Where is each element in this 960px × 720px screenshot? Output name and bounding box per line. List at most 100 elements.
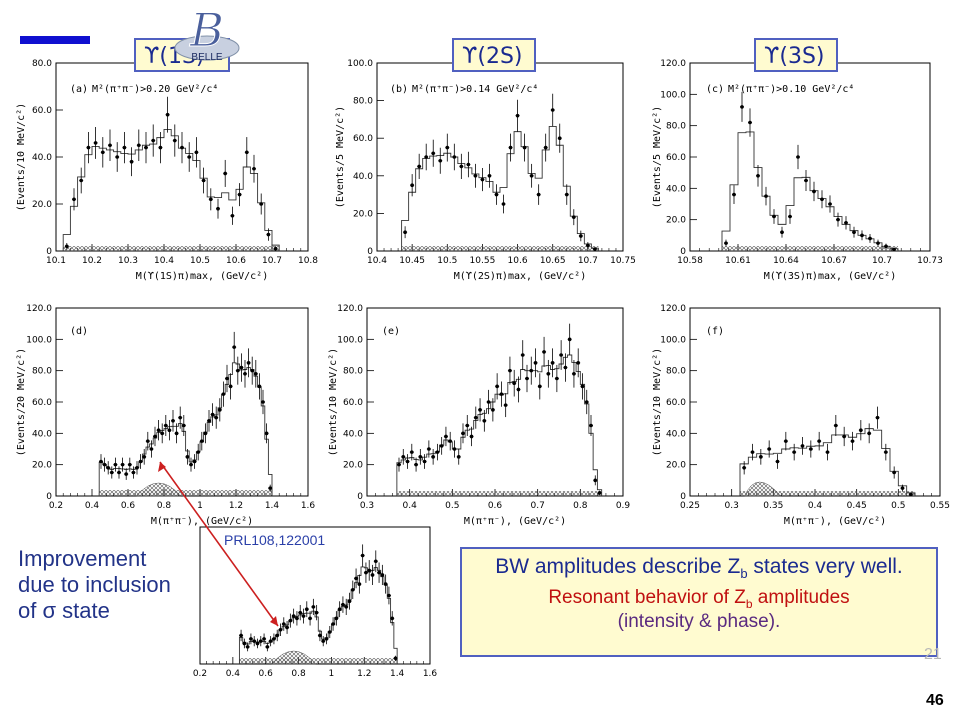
data-point bbox=[259, 202, 264, 206]
data-point bbox=[196, 450, 200, 454]
data-point bbox=[800, 444, 805, 448]
data-point bbox=[439, 444, 444, 448]
data-point bbox=[122, 145, 127, 150]
data-point bbox=[414, 462, 418, 467]
data-point bbox=[452, 155, 457, 159]
data-point bbox=[487, 174, 492, 178]
data-point bbox=[403, 230, 407, 234]
logo-letter: B bbox=[189, 4, 224, 57]
x-tick-label: 0.3 bbox=[725, 501, 739, 511]
y-tick-label: 20.0 bbox=[353, 209, 373, 219]
data-point bbox=[516, 387, 521, 392]
x-axis-title: M(ϒ(2S)π)max, (GeV/c²) bbox=[454, 271, 586, 282]
data-point bbox=[508, 145, 513, 150]
data-point bbox=[102, 462, 107, 467]
data-point bbox=[542, 350, 546, 354]
y-tick-label: 0 bbox=[46, 247, 52, 257]
data-point bbox=[486, 400, 491, 404]
page-number: 46 bbox=[926, 692, 944, 709]
data-point bbox=[444, 434, 448, 439]
data-point bbox=[101, 150, 105, 155]
data-point bbox=[65, 244, 69, 249]
data-point bbox=[151, 138, 155, 143]
logo-text: BELLE bbox=[191, 52, 222, 63]
bw-summary-box: BW amplitudes describe Zb states very we… bbox=[460, 547, 938, 657]
data-point bbox=[892, 470, 896, 475]
background-band bbox=[722, 246, 898, 251]
data-point bbox=[174, 431, 179, 436]
data-point bbox=[473, 174, 478, 178]
data-point bbox=[550, 108, 555, 112]
y-tick-label: 80.0 bbox=[353, 97, 373, 107]
data-point bbox=[79, 178, 83, 183]
data-point bbox=[142, 455, 146, 459]
data-point bbox=[171, 419, 175, 423]
data-point bbox=[567, 337, 572, 342]
x-tick-label: 10.6 bbox=[508, 256, 528, 266]
x-tick-label: 10.7 bbox=[872, 256, 892, 266]
y-axis-title: (Events/5 MeV/c²) bbox=[652, 106, 663, 208]
y-tick-label: 20.0 bbox=[32, 200, 52, 210]
y-tick-label: 100.0 bbox=[337, 335, 363, 345]
data-point bbox=[876, 241, 880, 245]
y-axis-title: (Events/10 MeV/c²) bbox=[328, 348, 339, 456]
x-axis-title: M(ϒ(1S)π)max, (GeV/c²) bbox=[136, 271, 268, 282]
x-tick-label: 0.4 bbox=[808, 501, 823, 511]
data-point bbox=[759, 455, 763, 459]
data-point bbox=[825, 450, 830, 454]
data-point bbox=[533, 361, 538, 365]
reference-label: PRL108,122001 bbox=[224, 532, 326, 548]
data-point bbox=[252, 166, 256, 171]
data-point bbox=[775, 459, 780, 464]
data-point bbox=[405, 459, 410, 464]
data-point bbox=[529, 174, 534, 178]
belle-logo: B BELLE bbox=[174, 4, 240, 63]
y-tick-label: 80.0 bbox=[32, 367, 52, 377]
data-point bbox=[852, 230, 856, 234]
data-point bbox=[557, 136, 562, 140]
x-axis-title: M(π⁺π⁻), (GeV/c²) bbox=[464, 516, 566, 527]
data-point bbox=[264, 431, 269, 436]
data-point bbox=[431, 151, 436, 156]
cut-label: M²(π⁺π⁻)>0.20 GeV²/c⁴ bbox=[92, 84, 218, 95]
y-tick-label: 40.0 bbox=[32, 429, 52, 439]
data-point bbox=[828, 202, 832, 206]
x-tick-label: 10.55 bbox=[470, 256, 496, 266]
data-point bbox=[417, 164, 421, 169]
fit-histogram bbox=[739, 428, 916, 496]
data-point bbox=[452, 447, 457, 451]
x-tick-label: 10.67 bbox=[821, 256, 847, 266]
data-point bbox=[295, 616, 299, 621]
data-point bbox=[268, 486, 273, 490]
data-point bbox=[792, 450, 796, 454]
data-point bbox=[900, 486, 905, 490]
data-point bbox=[834, 423, 838, 428]
plot-frame bbox=[689, 307, 941, 497]
data-point bbox=[93, 141, 98, 145]
data-point bbox=[237, 192, 242, 197]
data-point bbox=[266, 232, 271, 237]
data-point bbox=[357, 582, 362, 586]
data-point bbox=[461, 431, 465, 436]
x-tick-label: 10.7 bbox=[262, 256, 282, 266]
data-point bbox=[740, 105, 744, 109]
data-point bbox=[108, 143, 112, 148]
data-point bbox=[892, 247, 896, 252]
data-point bbox=[214, 415, 218, 420]
bw-line-1: BW amplitudes describe Zb states very we… bbox=[495, 555, 903, 582]
data-point bbox=[120, 462, 125, 467]
data-point bbox=[262, 637, 266, 641]
data-point bbox=[559, 353, 563, 357]
background-bump bbox=[744, 481, 782, 497]
y-tick-label: 120.0 bbox=[660, 59, 686, 69]
data-point bbox=[146, 439, 150, 443]
background-band bbox=[740, 491, 915, 496]
y-tick-label: 100.0 bbox=[26, 335, 52, 345]
y-axis-title: (Events/10 MeV/c²) bbox=[16, 103, 27, 211]
data-point bbox=[456, 455, 461, 459]
data-point bbox=[772, 214, 776, 219]
chart-d: 0.2 0.4 0.6 0.8 1 1.2 1.4 1.6 0 20.0 40.0 60.0 80.0 1… bbox=[16, 304, 315, 527]
data-point bbox=[884, 244, 888, 249]
chart-f: 0.25 0.3 0.35 0.4 0.45 0.5 0.55 0 20.0 40.0 60.0 80… bbox=[652, 304, 950, 527]
data-point bbox=[268, 639, 273, 643]
